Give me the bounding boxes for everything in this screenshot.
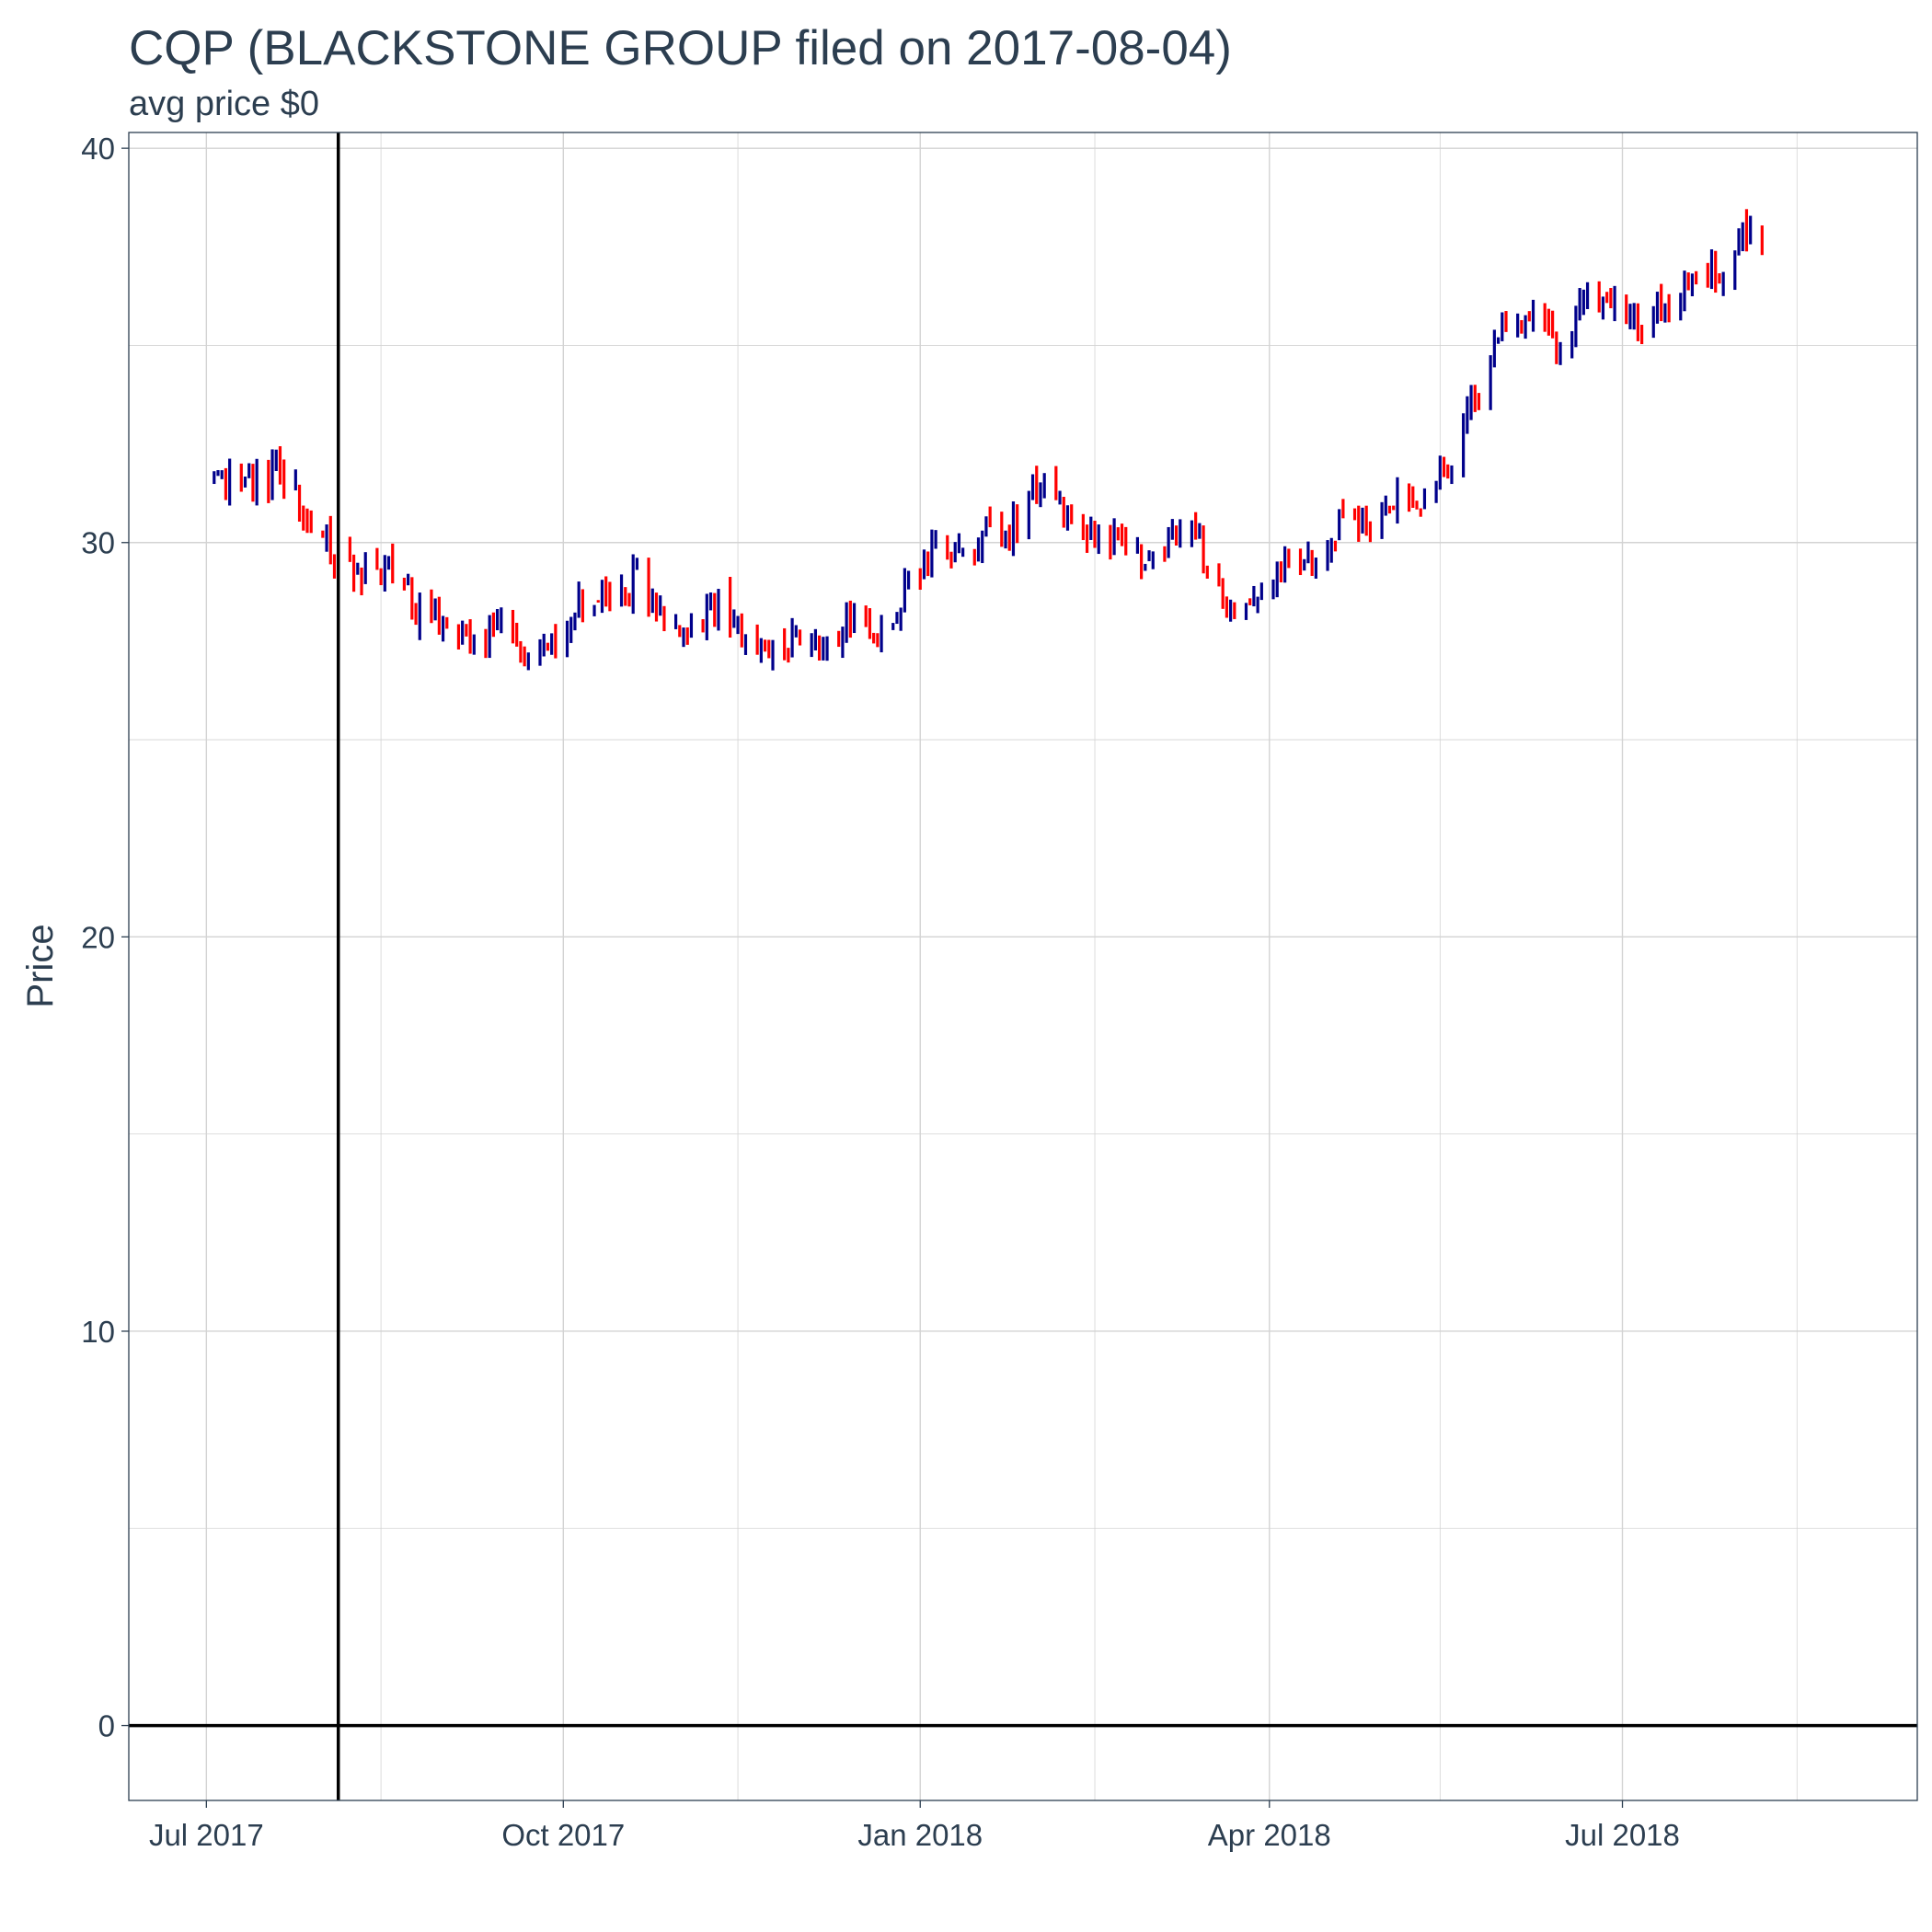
y-tick-label: 40 <box>81 132 115 166</box>
y-axis-title: Price <box>20 924 61 1007</box>
y-tick-label: 0 <box>98 1709 115 1743</box>
chart-title: CQP (BLACKSTONE GROUP filed on 2017-08-0… <box>129 21 1232 75</box>
reference-lines <box>129 132 1917 1800</box>
chart-subtitle: avg price $0 <box>129 85 320 123</box>
axis-ticks: 0 10 20 30 40 Jul 2017 Oct 2017 Jan 2018 Apr 201… <box>81 132 1680 1852</box>
x-tick-label: Jul 2018 <box>1565 1818 1680 1852</box>
x-tick-label: Jan 2018 <box>857 1818 983 1852</box>
y-tick-label: 30 <box>81 526 115 560</box>
x-tick-label: Jul 2017 <box>149 1818 264 1852</box>
x-tick-label: Oct 2017 <box>501 1818 625 1852</box>
y-tick-label: 10 <box>81 1315 115 1349</box>
x-tick-label: Apr 2018 <box>1208 1818 1331 1852</box>
y-tick-label: 20 <box>81 920 115 954</box>
ohlc-bars <box>213 209 1764 671</box>
grid-lines <box>129 132 1917 1800</box>
panel-border <box>128 132 1918 1801</box>
